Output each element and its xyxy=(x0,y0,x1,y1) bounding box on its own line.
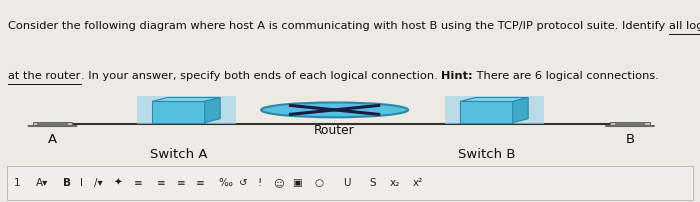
Text: x₂: x₂ xyxy=(390,178,400,188)
Text: ≡: ≡ xyxy=(196,178,204,188)
FancyBboxPatch shape xyxy=(606,125,654,127)
FancyBboxPatch shape xyxy=(615,123,645,125)
Text: ✦: ✦ xyxy=(113,178,122,188)
Polygon shape xyxy=(204,98,220,123)
Text: A▾: A▾ xyxy=(36,178,48,188)
Text: B: B xyxy=(625,133,635,146)
Text: all logical connections: all logical connections xyxy=(669,21,700,31)
Text: B: B xyxy=(63,178,71,188)
Text: ↺: ↺ xyxy=(239,178,248,188)
FancyBboxPatch shape xyxy=(37,123,68,125)
FancyBboxPatch shape xyxy=(33,122,72,126)
Circle shape xyxy=(261,102,408,117)
Text: U: U xyxy=(343,178,351,188)
Polygon shape xyxy=(153,98,220,101)
Text: /▾: /▾ xyxy=(94,178,103,188)
Text: Router: Router xyxy=(314,124,355,137)
Text: . In your answer, specify both ends of each logical connection.: . In your answer, specify both ends of e… xyxy=(80,71,441,81)
Text: Switch B: Switch B xyxy=(458,148,515,161)
Text: ☺: ☺ xyxy=(273,178,284,188)
Text: ≡: ≡ xyxy=(157,178,165,188)
Text: 1: 1 xyxy=(14,178,20,188)
Text: S: S xyxy=(369,178,376,188)
FancyBboxPatch shape xyxy=(28,125,77,127)
Text: Switch A: Switch A xyxy=(150,148,207,161)
Text: A: A xyxy=(48,133,57,146)
Text: ≡: ≡ xyxy=(177,178,186,188)
FancyBboxPatch shape xyxy=(7,166,693,200)
FancyBboxPatch shape xyxy=(610,122,650,126)
Polygon shape xyxy=(512,98,528,123)
Text: ▣: ▣ xyxy=(292,178,302,188)
Text: x²: x² xyxy=(413,178,424,188)
FancyBboxPatch shape xyxy=(461,101,512,123)
Text: ‰: ‰ xyxy=(218,178,232,188)
Text: at the router: at the router xyxy=(8,71,81,81)
FancyBboxPatch shape xyxy=(136,96,235,124)
Text: ≡: ≡ xyxy=(134,178,143,188)
Text: !: ! xyxy=(258,178,262,188)
Text: Consider the following diagram where host A is communicating with host B using t: Consider the following diagram where hos… xyxy=(8,21,669,31)
Text: There are 6 logical connections.: There are 6 logical connections. xyxy=(473,71,659,81)
Text: ○: ○ xyxy=(314,178,323,188)
FancyBboxPatch shape xyxy=(153,101,204,123)
FancyBboxPatch shape xyxy=(445,96,543,124)
Text: I: I xyxy=(80,178,83,188)
Text: Hint:: Hint: xyxy=(441,71,472,81)
Polygon shape xyxy=(461,98,528,101)
